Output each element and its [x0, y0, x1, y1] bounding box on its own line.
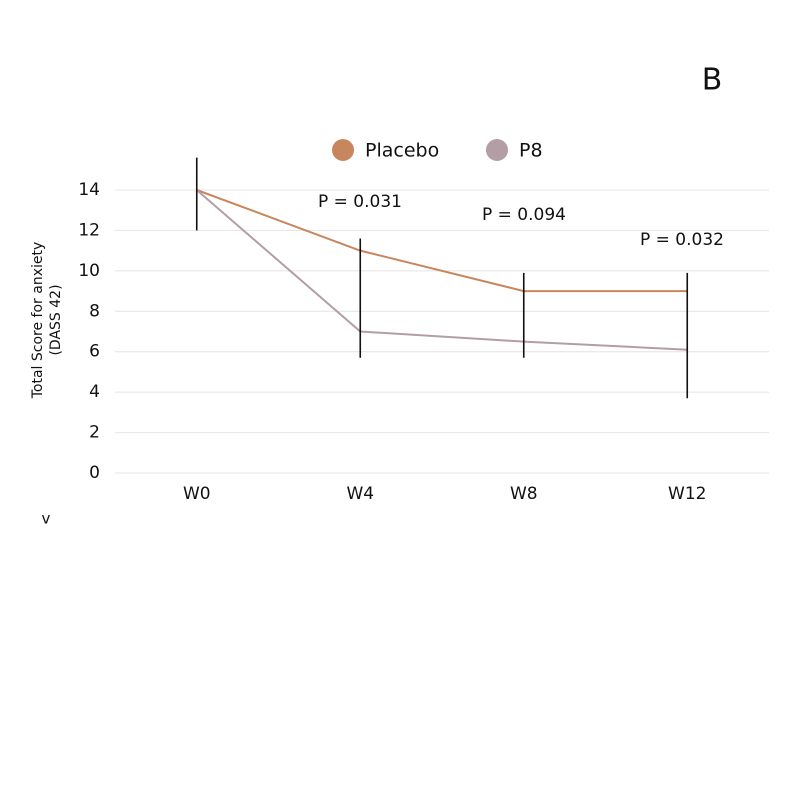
- line: [196, 189, 688, 293]
- y-tick-label: 2: [89, 423, 100, 443]
- y-tick-label: 4: [89, 382, 100, 402]
- panel-label: B: [702, 63, 723, 98]
- y-tick-label: 14: [78, 180, 100, 200]
- footnote: v: [42, 510, 51, 528]
- legend-marker: [332, 139, 354, 161]
- y-axis-label: (DASS 42): [48, 284, 64, 355]
- p-value: P = 0.032: [640, 230, 724, 250]
- y-tick-label: 8: [89, 301, 100, 321]
- y-tick-label: 0: [89, 463, 100, 483]
- y-tick-label: 6: [89, 342, 100, 362]
- x-tick-label: W4: [346, 484, 374, 504]
- x-tick-label: W8: [510, 484, 538, 504]
- x-tick-label: W0: [183, 484, 211, 504]
- legend-label: P8: [519, 140, 543, 162]
- y-tick-label: 10: [78, 261, 100, 281]
- p-value: P = 0.031: [318, 192, 402, 212]
- legend-label: Placebo: [365, 140, 439, 162]
- x-tick-label: W12: [668, 484, 706, 504]
- line: [196, 189, 688, 351]
- y-axis-label: Total Score for anxiety: [30, 242, 46, 400]
- legend-marker: [486, 139, 508, 161]
- p-value: P = 0.094: [482, 205, 566, 225]
- y-tick-label: 12: [78, 220, 100, 240]
